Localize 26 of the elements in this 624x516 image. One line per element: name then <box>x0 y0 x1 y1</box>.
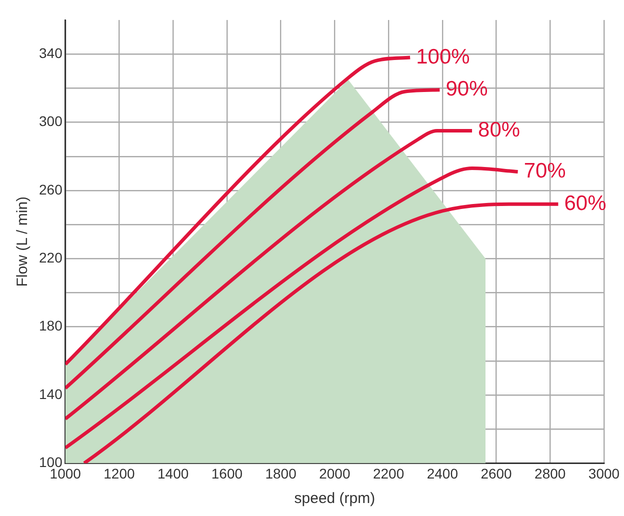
y-axis-title: Flow (L / min) <box>14 196 32 287</box>
x-tick-label: 1800 <box>265 465 297 482</box>
x-tick-label: 2400 <box>426 465 458 482</box>
series-label: 100% <box>416 45 470 68</box>
series-label: 60% <box>564 192 606 215</box>
y-tick-label: 220 <box>39 250 63 266</box>
x-tick-label: 1400 <box>158 465 189 482</box>
series-label: 80% <box>478 118 520 142</box>
series-label: 90% <box>446 78 488 101</box>
series-label: 70% <box>524 160 566 183</box>
x-tick-label: 3000 <box>588 465 620 482</box>
line-series <box>65 88 442 390</box>
y-tick-label: 300 <box>39 113 63 130</box>
x-tick-label: 1200 <box>104 465 136 482</box>
x-tick-label: 2200 <box>372 465 404 482</box>
line-series <box>65 166 520 450</box>
line-series <box>65 56 412 366</box>
x-axis-title: speed (rpm) <box>294 490 376 508</box>
x-tick-label: 2600 <box>480 465 512 482</box>
x-tick-label: 2800 <box>534 465 566 482</box>
x-tick-label: 1600 <box>211 465 243 482</box>
y-tick-label: 260 <box>39 181 63 198</box>
y-tick-label: 340 <box>39 44 63 61</box>
x-tick-label: 2000 <box>319 465 350 482</box>
y-tick-label: 180 <box>39 318 63 334</box>
y-tick-label: 140 <box>39 386 63 402</box>
